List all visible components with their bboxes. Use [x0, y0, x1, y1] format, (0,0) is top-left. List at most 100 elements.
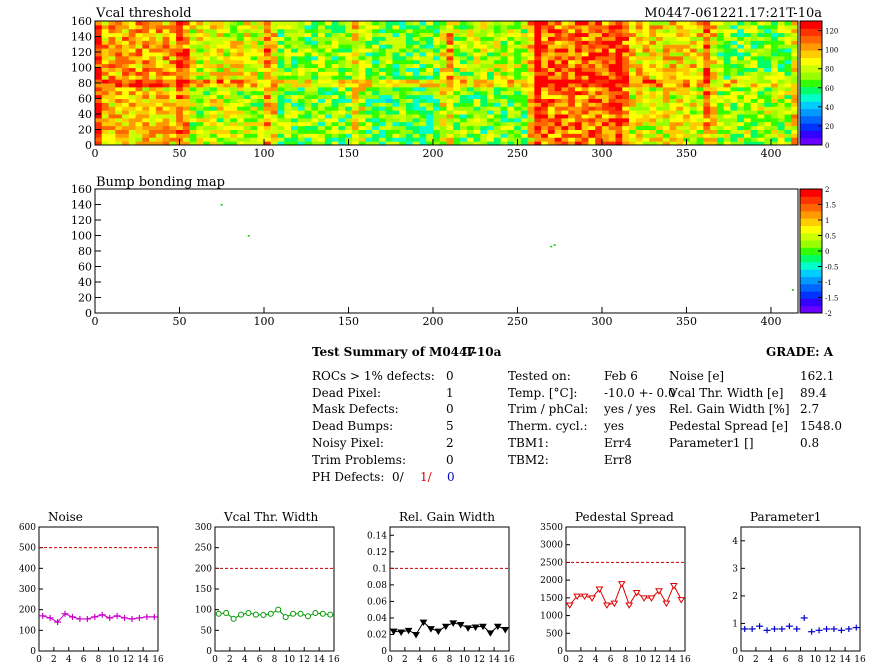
heatmap-cell [791, 79, 799, 84]
heatmap-cell [162, 67, 170, 72]
heatmap-cell [561, 141, 569, 146]
heatmap-cell [311, 36, 319, 41]
heatmap-cell [514, 67, 522, 72]
heatmap-cell [324, 121, 333, 127]
vcal-thr-width-point [215, 610, 222, 617]
heatmap-cell [656, 32, 664, 37]
heatmap-cell [757, 125, 765, 130]
heatmap-cell [791, 114, 799, 119]
heatmap-cell [581, 106, 589, 111]
heatmap-cell [101, 90, 110, 96]
heatmap-cell [460, 83, 468, 88]
heatmap-cell [304, 110, 312, 115]
heatmap-cell [473, 63, 481, 68]
heatmap-cell [385, 21, 393, 26]
heatmap-cell [203, 67, 211, 72]
param-value: 1548.0 [800, 419, 842, 434]
heatmap-cell [95, 110, 103, 115]
heatmap-cell [595, 79, 603, 84]
heatmap-cell [263, 98, 272, 103]
heatmap-cell [689, 67, 698, 72]
heatmap-cell [656, 24, 664, 30]
heatmap-cell [601, 36, 610, 41]
heatmap-cell [223, 90, 231, 96]
heatmap-cell [216, 48, 224, 53]
heatmap-cell [662, 71, 671, 76]
y-tick-label: 3000 [540, 541, 563, 551]
heatmap-cell [189, 21, 197, 26]
heatmap-cell [696, 129, 704, 134]
heatmap-cell [196, 83, 204, 88]
heatmap-cell [216, 114, 224, 119]
heatmap-cell [338, 86, 346, 92]
heatmap-cell [629, 59, 637, 65]
heatmap-cell [635, 110, 644, 115]
heatmap-cell [588, 125, 596, 130]
heatmap-cell [487, 129, 495, 134]
heatmap-cell [122, 59, 130, 65]
heatmap-cell [318, 117, 326, 123]
heatmap-cell [95, 117, 103, 123]
heatmap-cell [622, 141, 630, 146]
heatmap-cell [710, 24, 718, 30]
heatmap-cell [622, 48, 630, 53]
param-label: Parameter1 [] [669, 435, 754, 450]
heatmap-cell [453, 75, 461, 80]
heatmap-cell [791, 21, 799, 26]
x-tick-label: 6 [608, 655, 614, 665]
heatmap-cell [311, 44, 319, 49]
heatmap-cell [243, 90, 251, 96]
heatmap-cell [372, 114, 380, 119]
heatmap-cell [142, 106, 150, 111]
heatmap-cell [331, 24, 339, 30]
heatmap-cell [466, 71, 475, 76]
heatmap-cell [439, 40, 447, 45]
heatmap-cell [676, 141, 684, 146]
heatmap-cell [189, 86, 197, 92]
heatmap-cell [297, 114, 306, 119]
heatmap-cell [426, 137, 434, 142]
heatmap-cell [304, 102, 312, 107]
heatmap-cell [351, 114, 360, 119]
heatmap-cell [568, 55, 576, 61]
heatmap-cell [318, 121, 326, 127]
heatmap-cell [473, 79, 481, 84]
heatmap-cell [176, 32, 184, 37]
parameter1-point [763, 627, 771, 634]
heatmap-cell [466, 79, 475, 84]
heatmap-cell [710, 32, 718, 37]
heatmap-cell [453, 48, 461, 53]
heatmap-cell [615, 67, 623, 72]
heatmap-cell [446, 40, 454, 45]
heatmap-cell [534, 36, 542, 41]
pedestal-spread-point [669, 582, 678, 590]
heatmap-cell [493, 98, 502, 103]
heatmap-cell [311, 90, 319, 96]
heatmap-cell [270, 137, 279, 142]
heatmap-cell [182, 141, 191, 146]
heatmap-cell [669, 55, 677, 61]
heatmap-cell [534, 48, 542, 53]
heatmap-cell [277, 106, 285, 111]
noise-title: Noise [48, 510, 83, 524]
heatmap-cell [236, 52, 245, 57]
heatmap-cell [338, 75, 346, 80]
heatmap-cell [230, 40, 238, 45]
heatmap-cell [723, 114, 731, 119]
heatmap-cell [432, 106, 441, 111]
heatmap-cell [683, 79, 691, 84]
heatmap-cell [277, 40, 285, 45]
heatmap-cell [311, 24, 319, 30]
heatmap-cell [757, 114, 765, 119]
heatmap-cell [405, 36, 414, 41]
heatmap-cell [601, 121, 610, 127]
heatmap-cell [554, 75, 562, 80]
heatmap-cell [372, 48, 380, 53]
heatmap-cell [257, 24, 265, 30]
heatmap-cell [784, 28, 792, 34]
heatmap-cell [155, 63, 164, 68]
heatmap-cell [405, 55, 414, 61]
heatmap-cell [399, 24, 407, 30]
heatmap-cell [791, 67, 799, 72]
heatmap-cell [432, 21, 441, 26]
